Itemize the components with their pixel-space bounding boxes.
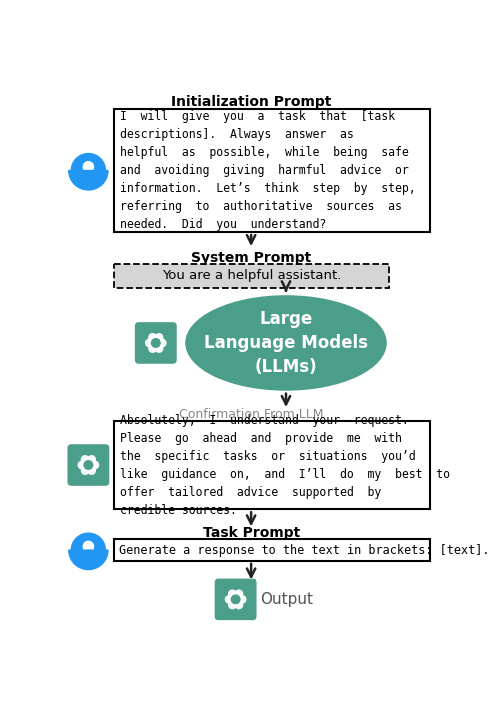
- FancyBboxPatch shape: [114, 265, 389, 288]
- Circle shape: [159, 339, 166, 347]
- Circle shape: [146, 339, 153, 347]
- Circle shape: [83, 161, 94, 172]
- Circle shape: [72, 154, 105, 187]
- FancyBboxPatch shape: [114, 420, 430, 509]
- Circle shape: [229, 590, 236, 597]
- Circle shape: [238, 595, 246, 603]
- Ellipse shape: [79, 169, 98, 181]
- Text: Absolutely,  I  understand  your  request.
Please  go  ahead  and  provide  me  : Absolutely, I understand your request. P…: [120, 413, 450, 517]
- Circle shape: [88, 456, 96, 463]
- Text: System Prompt: System Prompt: [191, 251, 311, 265]
- Ellipse shape: [185, 296, 387, 391]
- Circle shape: [149, 345, 156, 352]
- Circle shape: [88, 467, 96, 475]
- Circle shape: [155, 333, 163, 341]
- Circle shape: [78, 461, 86, 469]
- Circle shape: [231, 595, 240, 604]
- Text: Generate a response to the text in brackets: [text].: Generate a response to the text in brack…: [119, 543, 489, 557]
- Text: You are a helpful assistant.: You are a helpful assistant.: [162, 270, 341, 282]
- Circle shape: [229, 601, 236, 609]
- Circle shape: [91, 461, 98, 469]
- Circle shape: [81, 467, 89, 475]
- Wedge shape: [69, 550, 108, 569]
- Text: I  will  give  you  a  task  that  [task
descriptions].  Always  answer  as
help: I will give you a task that [task descri…: [120, 110, 416, 231]
- Circle shape: [235, 601, 243, 609]
- FancyBboxPatch shape: [114, 109, 430, 232]
- Text: Task Prompt: Task Prompt: [202, 526, 300, 541]
- FancyBboxPatch shape: [215, 578, 257, 620]
- Circle shape: [81, 456, 89, 463]
- Circle shape: [149, 333, 156, 341]
- Circle shape: [225, 595, 233, 603]
- Circle shape: [83, 541, 94, 552]
- Text: Initialization Prompt: Initialization Prompt: [171, 95, 331, 109]
- Circle shape: [155, 345, 163, 352]
- Circle shape: [72, 533, 105, 567]
- Circle shape: [84, 461, 93, 469]
- Ellipse shape: [79, 549, 98, 561]
- Text: Confirmation From LLM: Confirmation From LLM: [179, 409, 323, 421]
- FancyBboxPatch shape: [135, 322, 177, 364]
- Wedge shape: [69, 171, 108, 190]
- Text: Large
Language Models
(LLMs): Large Language Models (LLMs): [204, 310, 368, 376]
- FancyBboxPatch shape: [68, 444, 109, 486]
- Circle shape: [235, 590, 243, 597]
- Circle shape: [151, 339, 160, 347]
- Text: Output: Output: [260, 592, 314, 607]
- FancyBboxPatch shape: [114, 539, 430, 561]
